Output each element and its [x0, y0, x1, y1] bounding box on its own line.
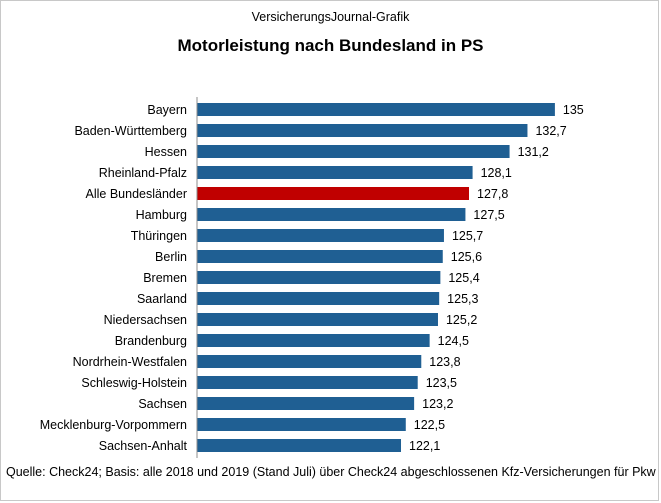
- bar: [197, 439, 402, 452]
- category-label: Niedersachsen: [104, 313, 187, 327]
- bar-chart: Bayern Baden-Württemberg Hessen Rheinland-P…: [40, 97, 584, 458]
- category-label: Saarland: [137, 292, 187, 306]
- value-label: 123,5: [426, 376, 457, 390]
- bar: [197, 250, 443, 263]
- bar: [197, 355, 422, 368]
- bar-highlight: [197, 187, 470, 200]
- category-label: Berlin: [155, 250, 187, 264]
- category-label: Baden-Württemberg: [74, 124, 187, 138]
- value-label: 122,1: [409, 439, 440, 453]
- category-label: Hessen: [145, 145, 187, 159]
- bar: [197, 103, 555, 116]
- bar: [197, 418, 406, 431]
- category-label: Mecklenburg-Vorpommern: [40, 418, 187, 432]
- value-labels: 135 132,7 131,2 128,1 127,8 127,5 125,7 125,6 12…: [409, 103, 584, 453]
- value-label: 124,5: [438, 334, 469, 348]
- value-label: 125,3: [447, 292, 478, 306]
- bars: [197, 103, 555, 452]
- value-label: 125,7: [452, 229, 483, 243]
- category-label: Hamburg: [136, 208, 187, 222]
- category-labels: Bayern Baden-Württemberg Hessen Rheinland-P…: [40, 103, 188, 453]
- category-label: Brandenburg: [115, 334, 187, 348]
- category-label: Sachsen-Anhalt: [99, 439, 188, 453]
- value-label: 122,5: [414, 418, 445, 432]
- bar: [197, 208, 466, 221]
- source-note: Quelle: Check24; Basis: alle 2018 und 20…: [6, 465, 656, 479]
- value-label: 123,8: [429, 355, 460, 369]
- category-label: Nordrhein-Westfalen: [73, 355, 187, 369]
- bar: [197, 166, 473, 179]
- chart-title: Motorleistung nach Bundesland in PS: [177, 36, 484, 55]
- category-label: Bayern: [147, 103, 187, 117]
- bar: [197, 271, 441, 284]
- value-label: 125,6: [451, 250, 482, 264]
- bar: [197, 397, 415, 410]
- value-label: 131,2: [518, 145, 549, 159]
- chart-overline: VersicherungsJournal-Grafik: [251, 10, 410, 24]
- value-label: 135: [563, 103, 584, 117]
- value-label: 127,5: [473, 208, 504, 222]
- bar: [197, 229, 444, 242]
- category-label: Bremen: [143, 271, 187, 285]
- category-label: Alle Bundesländer: [86, 187, 187, 201]
- value-label: 123,2: [422, 397, 453, 411]
- value-label: 127,8: [477, 187, 508, 201]
- value-label: 128,1: [481, 166, 512, 180]
- category-label: Rheinland-Pfalz: [99, 166, 187, 180]
- category-label: Sachsen: [138, 397, 187, 411]
- value-label: 125,4: [448, 271, 479, 285]
- value-label: 125,2: [446, 313, 477, 327]
- bar: [197, 313, 438, 326]
- value-label: 132,7: [535, 124, 566, 138]
- bar: [197, 145, 510, 158]
- category-label: Thüringen: [131, 229, 187, 243]
- bar: [197, 292, 440, 305]
- bar: [197, 124, 528, 137]
- bar: [197, 334, 430, 347]
- bar: [197, 376, 418, 389]
- category-label: Schleswig-Holstein: [81, 376, 187, 390]
